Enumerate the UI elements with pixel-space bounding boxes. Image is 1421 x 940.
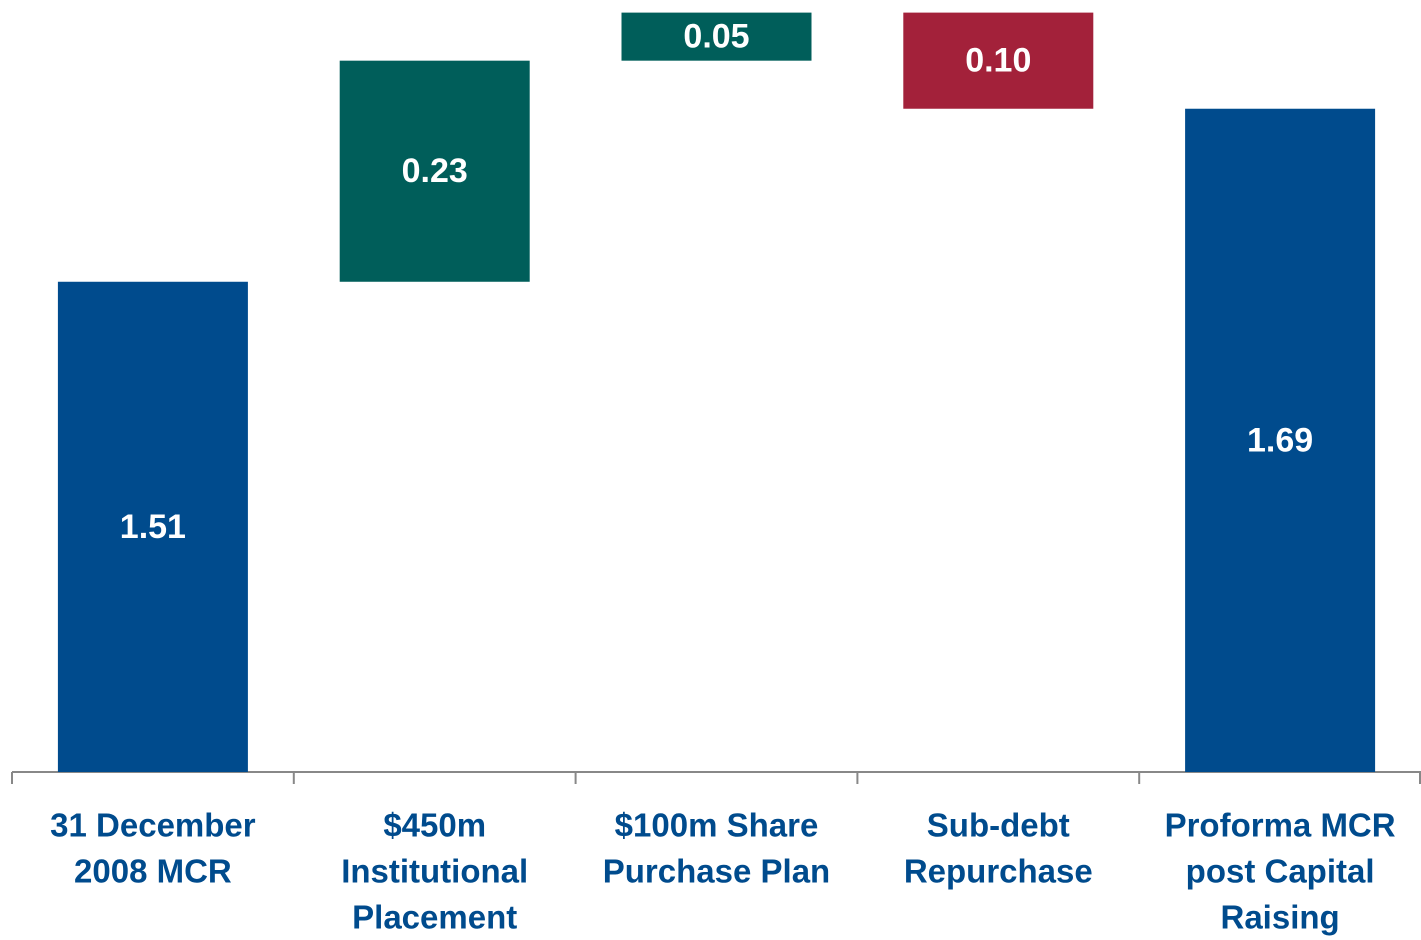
bar [621, 12, 812, 61]
x-tick-label: $450m [383, 807, 486, 844]
x-tick-label: Sub-debt [927, 807, 1070, 844]
bar [903, 12, 1094, 109]
value-label: 1.69 [1247, 421, 1313, 459]
x-tick-label: Proforma MCR [1165, 807, 1396, 844]
x-tick-label: Purchase Plan [603, 853, 830, 890]
x-tick-label: Repurchase [904, 853, 1093, 890]
bar [1185, 108, 1376, 773]
bar [57, 281, 248, 772]
x-tick-label: 2008 MCR [74, 853, 232, 890]
value-label: 1.51 [120, 508, 186, 546]
value-label: 0.23 [402, 152, 468, 190]
x-tick-label: Raising [1220, 899, 1339, 936]
value-label: 0.10 [965, 42, 1031, 80]
value-label: 0.05 [683, 18, 749, 56]
x-tick-label: 31 December [50, 807, 256, 844]
bar [339, 60, 530, 282]
x-tick-label: Placement [352, 899, 517, 936]
x-tick-label: $100m Share [615, 807, 819, 844]
x-tick-label: Institutional [341, 853, 528, 890]
x-tick-label: post Capital [1186, 853, 1375, 890]
